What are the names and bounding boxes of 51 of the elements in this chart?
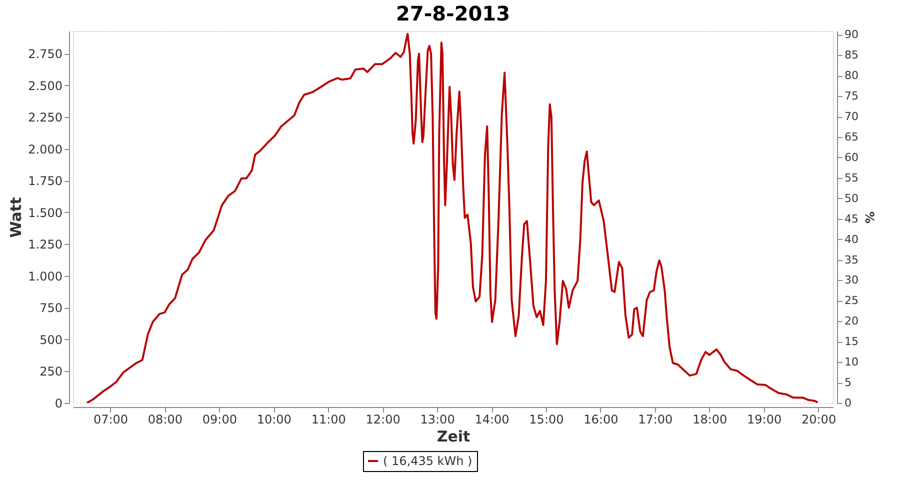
x-tick-label: 14:00 xyxy=(474,412,510,426)
y2-tick-label: 30 xyxy=(844,274,858,287)
y2-tick-label: 85 xyxy=(844,48,858,62)
y-tick-label: 1.500 xyxy=(28,206,62,220)
x-tick-label: 20:00 xyxy=(802,412,836,426)
x-tick-label: 09:00 xyxy=(202,412,237,426)
y2-tick-label: 90 xyxy=(844,28,858,42)
y-tick-label: 2.750 xyxy=(28,47,62,62)
y2-tick-label: 40 xyxy=(844,232,858,246)
x-tick-label: 18:00 xyxy=(692,412,728,426)
y2-tick-label: 80 xyxy=(844,69,858,82)
y-tick-label: 1.750 xyxy=(28,174,62,188)
y2-tick-label: 75 xyxy=(844,90,858,103)
y2-axis-title: % xyxy=(862,211,876,224)
y2-tick-label: 20 xyxy=(844,314,858,328)
y2-tick-label: 10 xyxy=(844,356,858,369)
x-tick-label: 10:00 xyxy=(256,412,292,426)
x-tick-label: 15:00 xyxy=(529,412,564,426)
x-tick-label: 12:00 xyxy=(366,412,400,426)
y2-tick-label: 15 xyxy=(844,335,858,348)
y-tick-label: 500 xyxy=(40,332,62,347)
y-tick-label: 0 xyxy=(54,396,62,410)
y-tick-label: 750 xyxy=(40,301,62,316)
x-tick-label: 07:00 xyxy=(93,412,128,426)
line-series xyxy=(86,32,819,403)
legend-label: ( 16,435 kWh ) xyxy=(383,454,472,468)
y-tick-label: 2.000 xyxy=(28,142,62,156)
y2-tick-label: 55 xyxy=(844,171,858,184)
y2-tick-label: 25 xyxy=(844,294,858,308)
x-tick-label: 16:00 xyxy=(584,412,618,426)
x-tick-label: 11:00 xyxy=(311,412,346,426)
y2-tick-label: 5 xyxy=(844,376,852,390)
y-tick-label: 1.250 xyxy=(28,238,62,252)
y2-tick-label: 70 xyxy=(844,110,858,124)
y2-tick-label: 65 xyxy=(844,130,858,144)
chart-title: 27-8-2013 xyxy=(396,1,510,26)
y-tick-label: 1.000 xyxy=(28,269,62,284)
y-axis-title: Watt xyxy=(7,197,26,238)
y2-tick-label: 35 xyxy=(844,253,858,266)
y-tick-label: 2.250 xyxy=(28,110,62,125)
y2-tick-label: 45 xyxy=(844,212,858,226)
x-axis-title: Zeit xyxy=(436,428,470,446)
y2-tick-label: 50 xyxy=(844,192,858,205)
y-tick-label: 250 xyxy=(40,364,62,379)
y2-tick-label: 60 xyxy=(844,150,858,164)
x-tick-label: 13:00 xyxy=(420,412,455,426)
x-tick-label: 17:00 xyxy=(638,412,673,426)
y2-tick-label: 0 xyxy=(844,396,852,410)
x-tick-label: 19:00 xyxy=(747,412,782,426)
x-tick-label: 08:00 xyxy=(148,412,183,426)
y-tick-label: 2.500 xyxy=(28,78,62,93)
